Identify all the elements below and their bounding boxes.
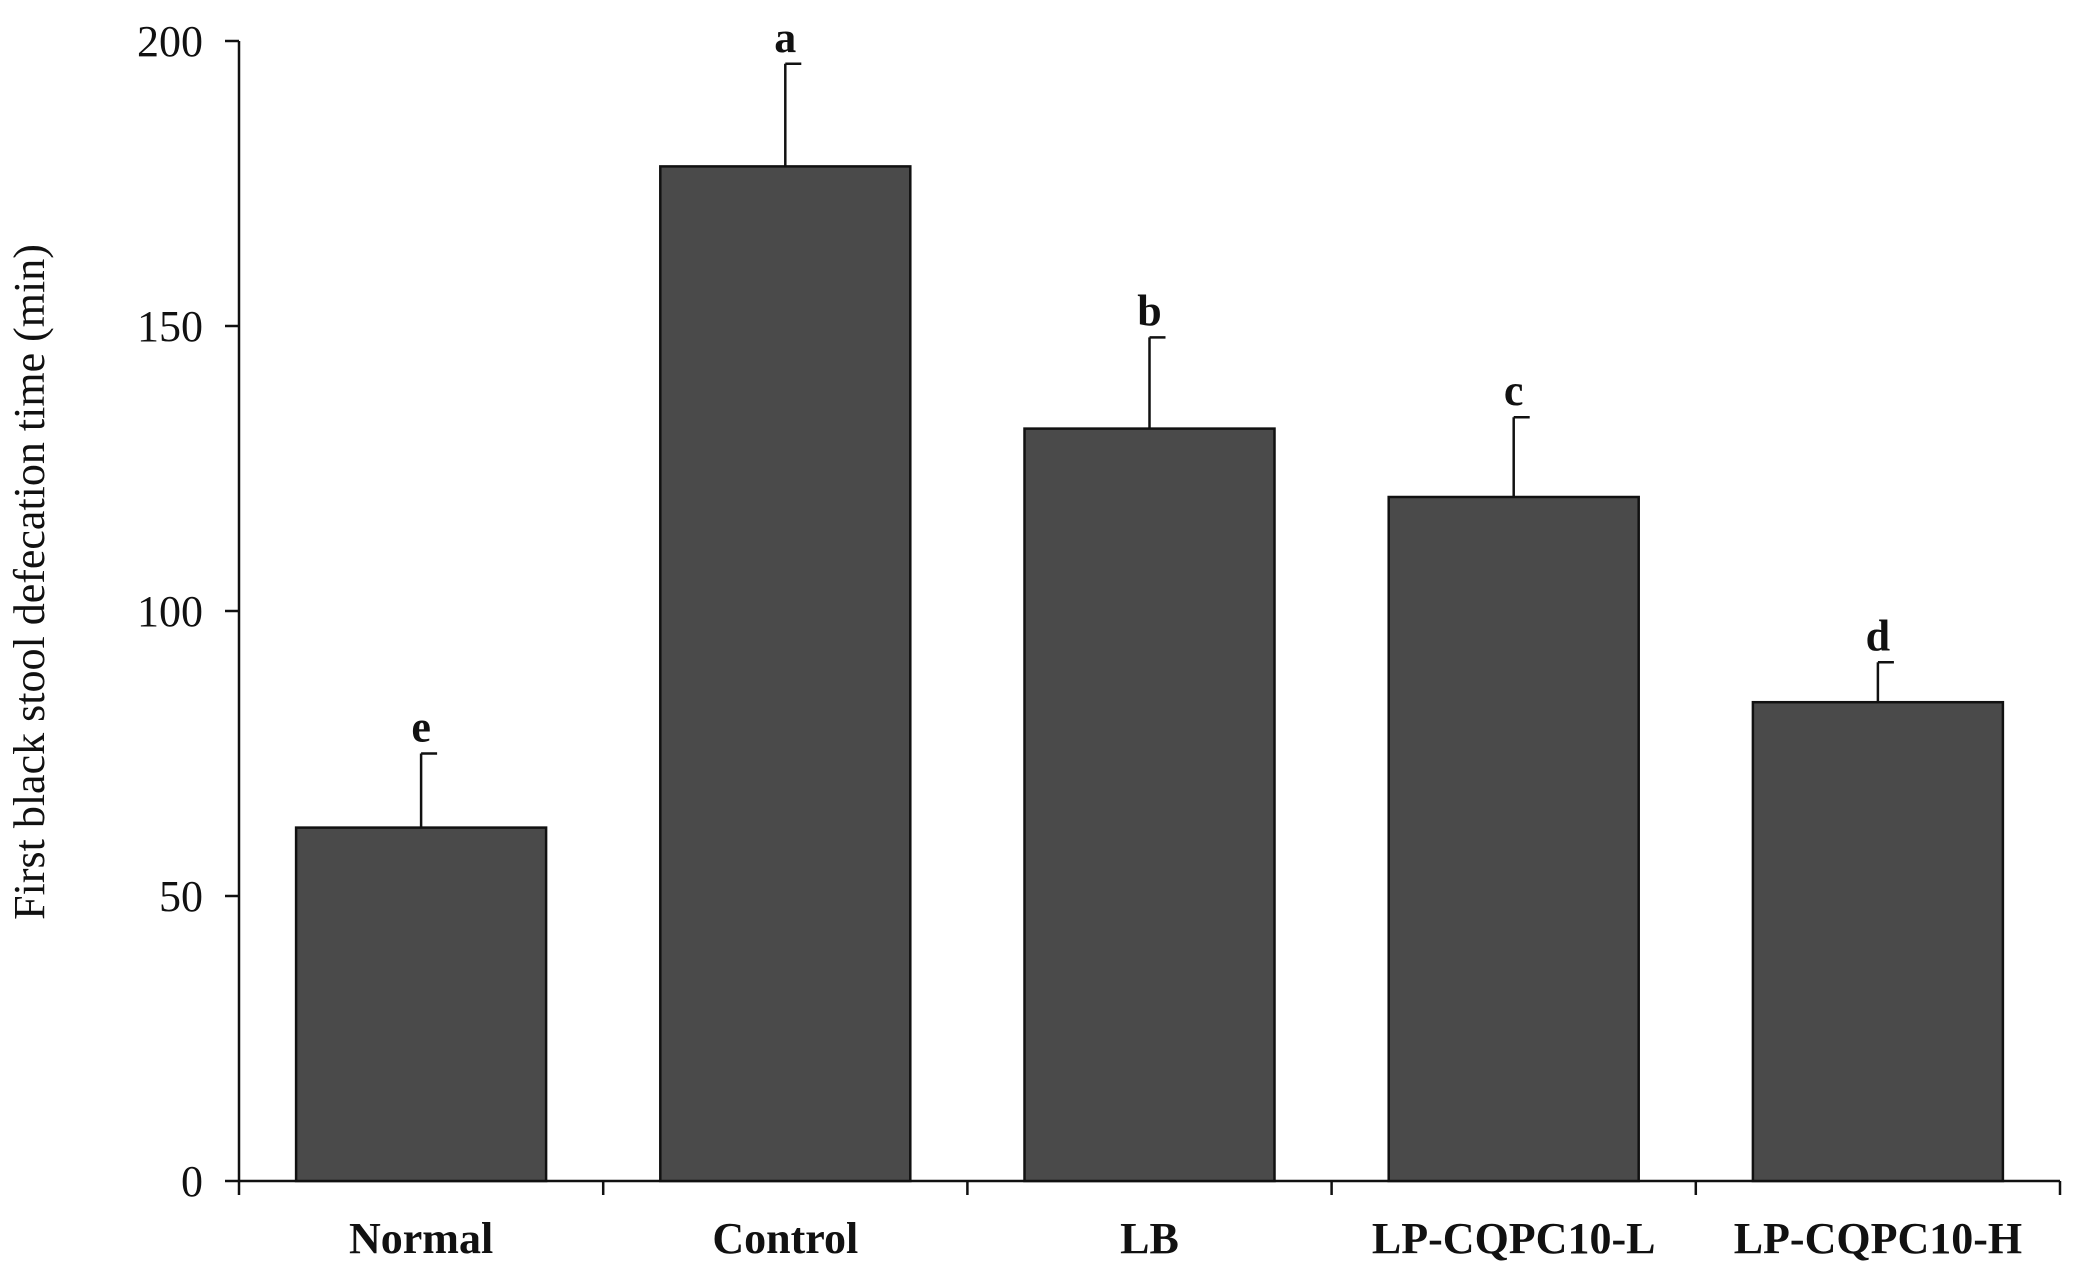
y-tick-label: 50 xyxy=(159,872,203,921)
y-axis-title: First black stool defecation time (min) xyxy=(5,244,54,920)
y-tick-label: 0 xyxy=(181,1157,203,1206)
x-category-label: Normal xyxy=(349,1214,493,1263)
significance-label: c xyxy=(1504,366,1524,415)
x-category-label: LP-CQPC10-H xyxy=(1734,1214,2022,1263)
bar-lb xyxy=(1023,427,1276,1183)
labels-layer: 0 50 100 150 200 e Normal a Control b LB c LP-CQPC10… xyxy=(137,13,2022,1263)
y-tick-label: 150 xyxy=(137,302,203,351)
significance-label: b xyxy=(1137,286,1161,335)
x-category-label: LB xyxy=(1120,1214,1179,1263)
bar-control xyxy=(659,165,912,1183)
bars-layer xyxy=(294,62,2005,1183)
significance-label: e xyxy=(411,703,431,752)
significance-label: a xyxy=(774,13,796,62)
y-tick-label: 100 xyxy=(137,587,203,636)
significance-label: d xyxy=(1866,611,1890,660)
bar-lp-cqpc10-l xyxy=(1387,495,1640,1183)
x-category-label: LP-CQPC10-L xyxy=(1372,1214,1656,1263)
bar-normal xyxy=(294,826,548,1183)
bar-lp-cqpc10-h xyxy=(1751,700,2005,1183)
y-tick-label: 200 xyxy=(137,17,203,66)
x-category-label: Control xyxy=(712,1214,858,1263)
